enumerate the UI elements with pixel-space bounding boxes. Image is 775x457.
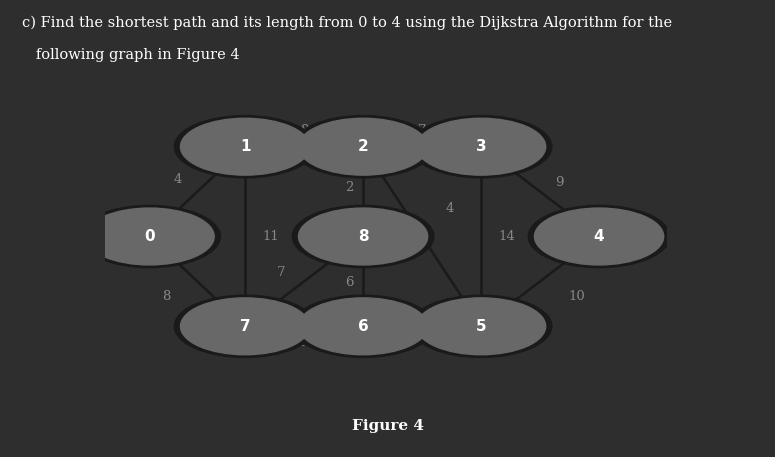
Ellipse shape: [292, 295, 434, 357]
Text: 4: 4: [174, 173, 182, 186]
Ellipse shape: [298, 298, 428, 355]
Text: 9: 9: [556, 176, 564, 189]
Text: 7: 7: [277, 266, 286, 279]
Ellipse shape: [292, 116, 434, 178]
Ellipse shape: [181, 298, 310, 355]
Text: 7: 7: [239, 319, 250, 334]
Text: 4: 4: [594, 229, 604, 244]
Ellipse shape: [181, 118, 310, 175]
Ellipse shape: [292, 205, 434, 268]
Text: 1: 1: [239, 139, 250, 154]
Text: 2: 2: [423, 336, 432, 349]
Ellipse shape: [79, 205, 220, 268]
Ellipse shape: [298, 208, 428, 265]
Text: Figure 4: Figure 4: [352, 419, 423, 433]
Text: 6: 6: [358, 319, 368, 334]
Text: 8: 8: [162, 290, 170, 303]
Ellipse shape: [416, 118, 546, 175]
Text: 4: 4: [446, 202, 454, 214]
Ellipse shape: [85, 208, 214, 265]
Ellipse shape: [529, 205, 670, 268]
Text: c) Find the shortest path and its length from 0 to 4 using the Dijkstra Algorith: c) Find the shortest path and its length…: [22, 16, 672, 30]
Text: 1: 1: [297, 336, 305, 349]
Ellipse shape: [174, 116, 316, 178]
Text: 11: 11: [262, 230, 279, 243]
Ellipse shape: [174, 295, 316, 357]
Text: 5: 5: [476, 319, 487, 334]
Ellipse shape: [298, 118, 428, 175]
Text: 7: 7: [418, 124, 426, 137]
Text: 8: 8: [300, 124, 308, 137]
Text: 2: 2: [358, 139, 368, 154]
Text: 0: 0: [144, 229, 155, 244]
Text: following graph in Figure 4: following graph in Figure 4: [22, 48, 239, 62]
Text: 8: 8: [358, 229, 368, 244]
Ellipse shape: [535, 208, 663, 265]
Text: 3: 3: [476, 139, 487, 154]
Text: 10: 10: [568, 290, 585, 303]
Ellipse shape: [410, 116, 552, 178]
Text: 2: 2: [345, 181, 353, 194]
Ellipse shape: [410, 295, 552, 357]
Ellipse shape: [416, 298, 546, 355]
Text: 6: 6: [345, 276, 353, 289]
Text: 14: 14: [498, 230, 515, 243]
